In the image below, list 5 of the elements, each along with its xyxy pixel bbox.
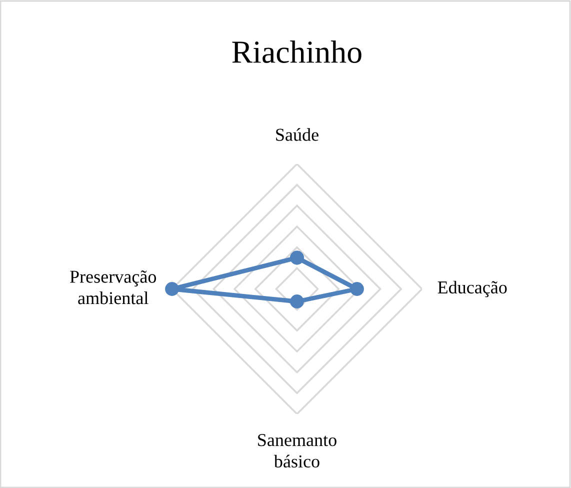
chart-title: Riachinho — [232, 40, 362, 63]
spoke-label: Saúde — [276, 128, 318, 141]
spoke-label: Educação — [438, 280, 507, 298]
spoke-label: Sanemanto básico — [258, 434, 336, 468]
spoke-label: Preservação ambiental — [70, 270, 156, 304]
